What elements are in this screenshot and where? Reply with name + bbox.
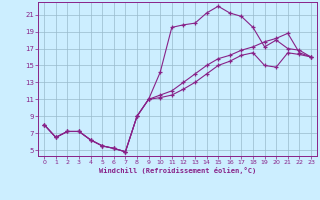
X-axis label: Windchill (Refroidissement éolien,°C): Windchill (Refroidissement éolien,°C) xyxy=(99,167,256,174)
